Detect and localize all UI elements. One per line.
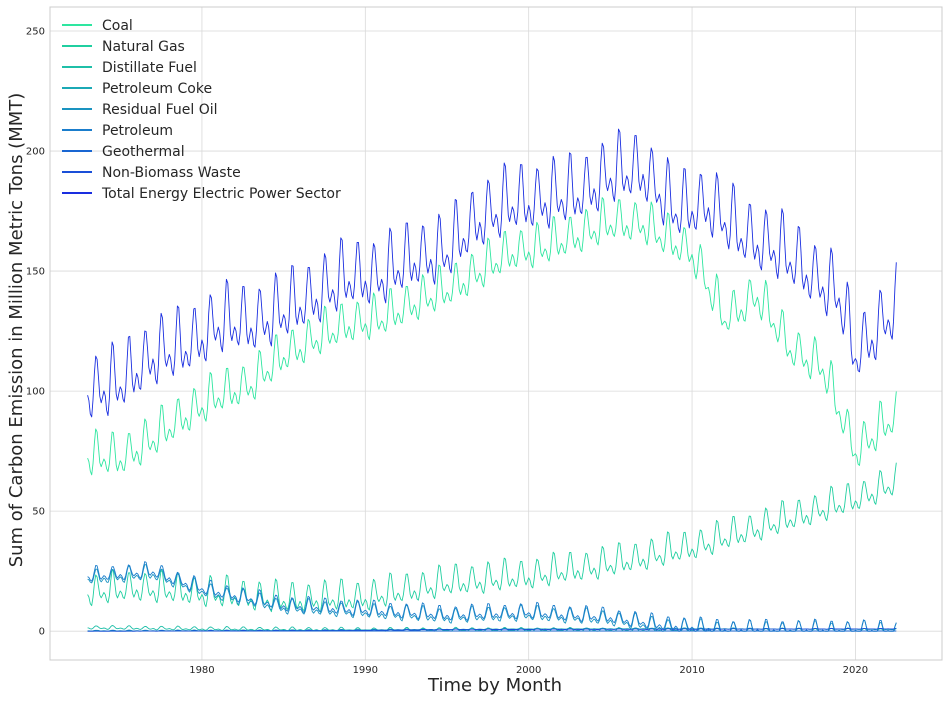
tick-labels: 1980 1990 2000 2010 2020 0 50 100 150 200 250: [26, 27, 868, 676]
legend-label: Non-Biomass Waste: [102, 165, 241, 181]
legend: Coal Natural Gas Distillate Fuel Petroleum …: [62, 18, 341, 202]
plot-frame: [49, 6, 943, 661]
y-tick-label: 250: [26, 27, 45, 38]
legend-label: Natural Gas: [102, 39, 185, 55]
legend-label: Coal: [102, 18, 133, 34]
plot-area: [50, 7, 942, 660]
x-tick-label: 2020: [843, 665, 868, 676]
series-line-natural-gas: [87, 462, 897, 613]
series-line-non-biomass-waste: [87, 627, 897, 632]
legend-label: Distillate Fuel: [102, 60, 197, 76]
legend-label: Total Energy Electric Power Sector: [101, 186, 341, 202]
series-line-coal: [87, 197, 897, 476]
legend-label: Petroleum Coke: [102, 81, 212, 97]
series-line-total-energy-electric-power-sector: [87, 128, 897, 418]
y-tick-label: 100: [26, 387, 45, 398]
x-tick-label: 2010: [679, 665, 704, 676]
x-tick-label: 2000: [516, 665, 541, 676]
legend-label: Geothermal: [102, 144, 185, 160]
y-tick-label: 0: [39, 627, 45, 638]
series-lines: [87, 128, 897, 632]
y-axis-label: Sum of Carbon Emission in Million Metric…: [6, 93, 27, 568]
legend-label: Petroleum: [102, 123, 173, 139]
x-tick-label: 1980: [189, 665, 214, 676]
y-tick-label: 50: [32, 507, 45, 518]
legend-label: Residual Fuel Oil: [102, 102, 218, 118]
y-tick-label: 150: [26, 267, 45, 278]
x-axis-label: Time by Month: [427, 675, 562, 696]
y-tick-label: 200: [26, 147, 45, 158]
x-tick-label: 1990: [353, 665, 378, 676]
